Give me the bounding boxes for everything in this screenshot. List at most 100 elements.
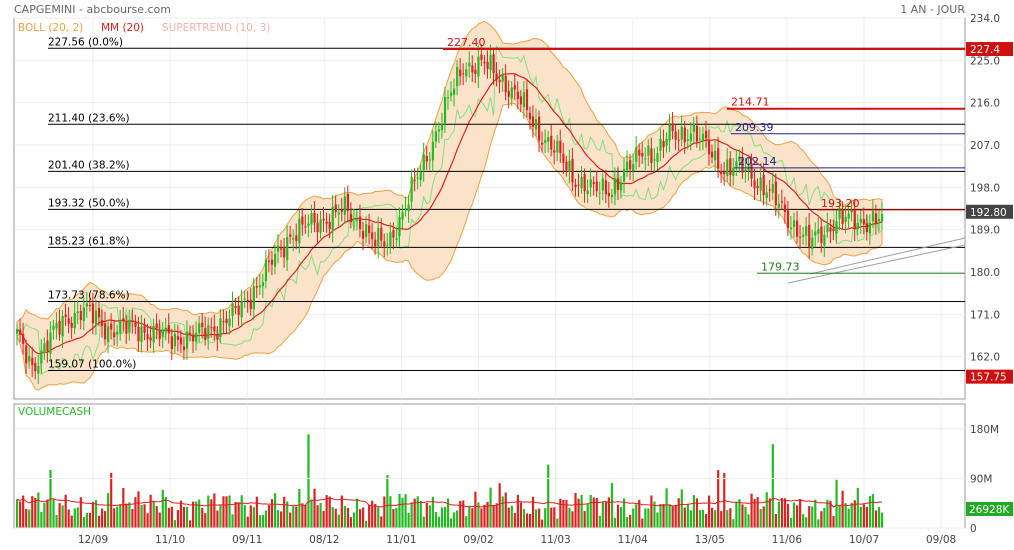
candle-body — [635, 147, 638, 162]
volume-bar — [234, 501, 237, 528]
volume-bar — [158, 512, 161, 528]
volume-bar — [228, 495, 231, 528]
candle-body — [316, 222, 319, 233]
volume-bar — [61, 505, 64, 528]
price-badge-label: 157.75 — [970, 372, 1007, 384]
moving-average-line — [16, 73, 883, 355]
candle-body — [240, 301, 243, 318]
volume-bar — [868, 496, 872, 528]
price-tick-label: 162.0 — [970, 352, 1000, 364]
volume-bar — [486, 501, 489, 528]
candle-body — [802, 234, 805, 237]
volume-bar — [795, 505, 799, 528]
volume-bar — [346, 507, 350, 528]
volume-bar — [789, 518, 793, 528]
volume-bar — [762, 506, 765, 528]
volume-bar — [425, 502, 428, 528]
price-badge — [966, 42, 1013, 57]
volume-bar — [674, 505, 677, 528]
volume-bar — [726, 510, 729, 528]
candle-body — [495, 73, 498, 80]
volume-bar — [841, 490, 844, 528]
candle-body — [683, 127, 686, 143]
candle-body — [440, 124, 444, 130]
candle-body — [459, 69, 462, 77]
candle-body — [835, 221, 838, 234]
candle-body — [568, 160, 571, 172]
volume-bar — [862, 504, 865, 528]
candle-body — [795, 220, 799, 237]
candle-body — [692, 123, 696, 132]
volume-bar — [107, 493, 110, 528]
candle-body — [443, 96, 447, 124]
volume-bar — [753, 499, 756, 528]
volume-bar — [195, 501, 198, 528]
candle-body — [231, 303, 234, 316]
volume-bar — [237, 502, 240, 528]
candle-body — [198, 323, 201, 334]
date-tick-label: 10/07 — [849, 534, 879, 546]
period-label: 1 AN - JOUR — [900, 3, 965, 16]
candle-body — [501, 74, 504, 82]
legend-mm: MM (20) — [101, 22, 144, 34]
candle-body — [577, 184, 580, 186]
candle-body — [22, 333, 25, 345]
volume-bars — [16, 434, 884, 528]
candle-body — [656, 153, 659, 162]
volume-bar — [55, 514, 58, 528]
volume-bar — [513, 512, 516, 528]
volume-bar — [22, 495, 25, 528]
volume-bar — [289, 512, 292, 528]
volume-bar — [589, 494, 592, 528]
candle-body — [650, 148, 653, 163]
candle-body — [632, 164, 635, 172]
candle-body — [516, 91, 519, 99]
candle-body — [680, 126, 683, 140]
volume-bar — [768, 498, 771, 528]
candle-body — [638, 149, 641, 156]
volume-bar — [94, 500, 98, 528]
volume-bar — [747, 514, 750, 528]
candle-body — [850, 209, 853, 213]
volume-bar — [656, 512, 659, 528]
volume-tick-label: 90M — [970, 473, 992, 485]
volume-bar — [301, 503, 304, 528]
candle-body — [70, 322, 73, 328]
volume-bar — [519, 502, 523, 528]
volume-bar — [465, 516, 468, 528]
volume-bar — [113, 508, 116, 528]
price-badge — [966, 369, 1013, 384]
volume-bar — [307, 434, 310, 528]
candle-body — [61, 316, 64, 337]
volume-bar — [453, 512, 456, 528]
candle-body — [358, 216, 362, 230]
bollinger-band — [16, 20, 883, 391]
candle-body — [295, 235, 298, 241]
volume-bar — [19, 501, 22, 528]
candle-body — [82, 307, 85, 322]
candle-body — [365, 224, 368, 237]
candle-body — [343, 196, 346, 215]
candle-body — [128, 320, 131, 333]
volume-bar — [777, 501, 780, 528]
volume-bar — [91, 502, 95, 528]
volume-bar — [759, 509, 762, 528]
candle-body — [519, 96, 523, 105]
candle-body — [525, 89, 529, 111]
candle-body — [185, 331, 189, 349]
candle-body — [771, 184, 774, 193]
volume-bar — [198, 499, 201, 528]
volume-bar — [811, 506, 814, 528]
price-tick-label: 234.0 — [970, 13, 1000, 25]
candle-body — [361, 231, 365, 239]
volume-bar — [671, 505, 674, 528]
volume-bar — [601, 501, 604, 528]
volume-bar — [361, 507, 365, 528]
volume-bar — [528, 513, 532, 528]
candle-body — [486, 61, 489, 69]
volume-bar — [613, 517, 617, 528]
candle-body — [792, 220, 796, 227]
volume-bar — [562, 499, 565, 528]
volume-bar — [343, 505, 346, 528]
volume-bar — [358, 509, 362, 528]
